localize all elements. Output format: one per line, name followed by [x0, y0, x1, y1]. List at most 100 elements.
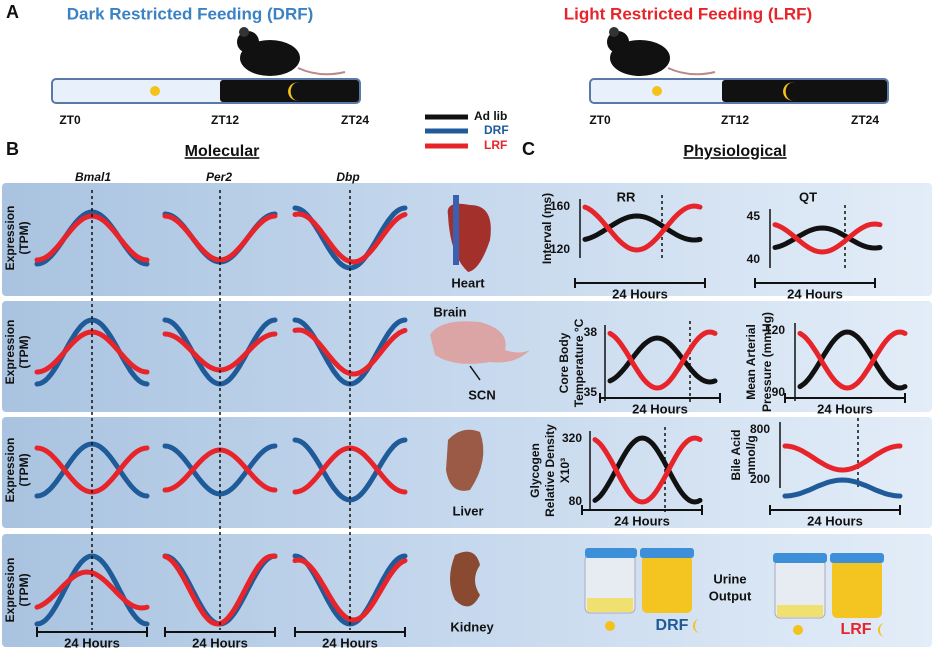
y-axis-label: Temperature °C	[572, 318, 586, 407]
curve	[34, 569, 150, 611]
curve	[797, 329, 908, 391]
x-axis-label: 24 Hours	[192, 635, 248, 650]
drf-title: Dark Restricted Feeding (DRF)	[67, 4, 314, 23]
panel-label: C	[522, 139, 535, 159]
x-axis-label: 24 Hours	[64, 635, 120, 650]
y-axis-label: Expression(TPM)	[3, 438, 31, 503]
curve	[607, 329, 718, 391]
zt-label: ZT12	[211, 113, 239, 127]
time-bracket	[599, 393, 721, 403]
moon-icon	[878, 623, 885, 637]
curve	[292, 437, 408, 503]
x-axis-label: 24 Hours	[632, 401, 688, 416]
y-axis-label: Core Body	[557, 332, 571, 393]
curve	[582, 213, 703, 243]
lrf-title: Light Restricted Feeding (LRF)	[564, 4, 812, 23]
y-axis-label: Mean Arterial	[744, 324, 758, 400]
curve	[582, 203, 703, 253]
x-axis-label: 24 Hours	[787, 286, 843, 301]
x-axis-label: 24 Hours	[817, 401, 873, 416]
legend-label: LRF	[484, 138, 507, 152]
panel-title: Physiological	[683, 143, 786, 160]
curve	[592, 435, 703, 505]
organ-label: Kidney	[450, 619, 494, 634]
y-tick-label: 200	[750, 472, 770, 486]
y-axis-label-line: Expression	[3, 320, 17, 385]
x-axis-label: 24 Hours	[322, 635, 378, 650]
y-axis-label-line: (TPM)	[17, 221, 31, 254]
group-label: LRF	[840, 621, 871, 638]
curve	[782, 477, 903, 499]
curve	[797, 329, 908, 391]
zt-label: ZT24	[341, 113, 369, 127]
time-bracket	[164, 627, 276, 637]
x-axis-label: 24 Hours	[807, 513, 863, 528]
mouse-icon	[237, 27, 716, 76]
time-bracket	[769, 505, 901, 515]
organ-icons	[430, 195, 530, 607]
time-bracket	[574, 278, 706, 288]
plot-title: QT	[799, 189, 817, 204]
y-axis-label-line: (TPM)	[17, 573, 31, 606]
y-tick-label: 40	[747, 252, 761, 266]
curve	[607, 335, 718, 385]
curve	[162, 443, 278, 497]
gene-label: Bmal1	[75, 170, 111, 184]
y-tick-label: 120	[550, 242, 570, 256]
time-bracket	[754, 278, 876, 288]
zt-label: ZT24	[851, 113, 879, 127]
curve	[292, 327, 408, 377]
y-axis-label-line: (TPM)	[17, 335, 31, 368]
y-axis-label-line: Expression	[3, 438, 17, 503]
curve	[772, 221, 883, 255]
y-axis-label: Relative Density	[543, 424, 557, 517]
curve	[34, 329, 150, 375]
y-axis-label: Expression(TPM)	[3, 320, 31, 385]
panel-label: B	[6, 139, 19, 159]
urine-label: Urine	[713, 571, 746, 586]
light-dark-bar	[51, 78, 889, 104]
x-axis-label: 24 Hours	[614, 513, 670, 528]
legend: Ad lib DRF LRF	[425, 109, 509, 152]
curve	[292, 557, 408, 623]
organ-label: Brain	[433, 304, 466, 319]
y-axis-label: nmol/g	[744, 435, 758, 474]
time-bracket	[581, 505, 703, 515]
y-axis-label: Bile Acid	[729, 430, 743, 481]
time-bracket	[784, 393, 906, 403]
y-tick-label: 800	[750, 422, 770, 436]
time-bracket	[294, 627, 406, 637]
panel-label: A	[6, 2, 19, 22]
curve	[162, 213, 278, 263]
y-axis-label-line: (TPM)	[17, 453, 31, 486]
time-bracket	[36, 627, 148, 637]
organ-label: SCN	[468, 387, 495, 402]
zt-label: ZT0	[59, 113, 81, 127]
curve	[292, 211, 408, 265]
gene-label: Per2	[206, 170, 232, 184]
x-axis-label: 24 Hours	[612, 286, 668, 301]
zt-label: ZT12	[721, 113, 749, 127]
organ-label: Liver	[452, 503, 483, 518]
legend-label: DRF	[484, 123, 509, 137]
curve	[34, 317, 150, 387]
plot-title: RR	[617, 189, 636, 204]
y-axis-label: Glycogen	[528, 443, 542, 498]
urine-cups	[584, 548, 884, 635]
y-tick-label: 38	[584, 325, 598, 339]
y-axis-label: Interval (ms)	[540, 193, 554, 264]
y-tick-label: 35	[584, 385, 598, 399]
y-tick-label: 160	[550, 199, 570, 213]
y-tick-label: 320	[562, 431, 582, 445]
curve	[772, 225, 883, 251]
panel-title: Molecular	[185, 143, 260, 160]
y-tick-label: 45	[747, 209, 761, 223]
moon-icon	[693, 619, 700, 633]
y-tick-label: 80	[569, 494, 583, 508]
curve	[592, 435, 703, 505]
y-axis-label-line: Expression	[3, 558, 17, 623]
curve	[782, 443, 903, 473]
y-axis-label: Pressure (mmHg)	[760, 312, 774, 412]
y-tick-label: 90	[772, 385, 786, 399]
